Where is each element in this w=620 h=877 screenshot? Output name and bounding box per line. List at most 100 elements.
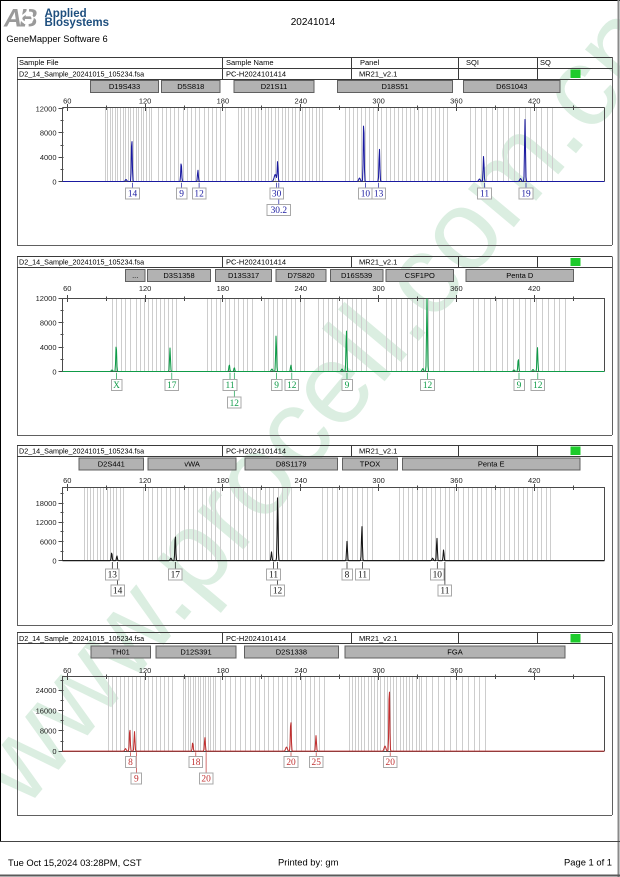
svg-text:vWA: vWA [184,460,200,469]
svg-text:60: 60 [63,476,71,485]
svg-text:12: 12 [230,399,240,409]
svg-text:11: 11 [225,381,234,391]
svg-text:8000: 8000 [40,129,57,138]
svg-text:D2_14_Sample_20241015_105234.f: D2_14_Sample_20241015_105234.fsa [19,69,144,78]
svg-text:420: 420 [528,666,541,675]
svg-text:180: 180 [217,97,230,106]
svg-text:...: ... [132,271,138,280]
svg-text:Panel: Panel [360,58,380,67]
svg-text:4000: 4000 [40,153,57,162]
svg-text:MR21_v2.1: MR21_v2.1 [359,634,397,643]
svg-text:9: 9 [517,381,522,391]
svg-text:D2S441: D2S441 [98,460,125,469]
svg-text:Tue Oct 15,2024 03:28PM, CST: Tue Oct 15,2024 03:28PM, CST [8,857,142,868]
svg-text:12: 12 [287,381,297,391]
svg-text:GeneMapper Software 6: GeneMapper Software 6 [6,34,107,44]
svg-text:12000: 12000 [36,518,57,527]
svg-text:14: 14 [128,190,138,200]
svg-text:PC-H2024101414: PC-H2024101414 [226,446,286,455]
svg-text:240: 240 [295,97,308,106]
svg-text:Penta E: Penta E [478,460,505,469]
svg-text:12: 12 [273,587,283,597]
svg-text:240: 240 [295,666,308,675]
svg-text:11: 11 [269,571,278,581]
svg-text:300: 300 [372,284,385,293]
svg-text:180: 180 [217,666,230,675]
svg-text:PC-H2024101414: PC-H2024101414 [226,258,286,267]
svg-text:B: B [20,5,38,33]
svg-text:PC-H2024101414: PC-H2024101414 [226,69,286,78]
svg-text:D3S1358: D3S1358 [163,271,194,280]
svg-text:12000: 12000 [36,104,57,113]
svg-text:A: A [3,5,22,33]
svg-text:0: 0 [52,177,56,186]
svg-text:D13S317: D13S317 [228,271,259,280]
svg-text:6000: 6000 [40,537,57,546]
svg-text:4000: 4000 [40,343,57,352]
svg-text:X: X [113,381,120,391]
svg-text:10: 10 [433,571,443,581]
svg-text:25: 25 [312,758,322,768]
svg-text:20241014: 20241014 [291,17,336,28]
svg-text:MR21_v2.1: MR21_v2.1 [359,258,397,267]
svg-text:180: 180 [217,284,230,293]
svg-text:D12S391: D12S391 [180,648,211,657]
svg-text:0: 0 [52,557,56,566]
svg-text:14: 14 [113,587,123,597]
svg-text:D2S1338: D2S1338 [276,648,307,657]
svg-text:9: 9 [134,775,139,785]
svg-text:12000: 12000 [36,294,57,303]
svg-text:360: 360 [450,476,463,485]
svg-text:18: 18 [191,758,201,768]
svg-text:D16S539: D16S539 [341,271,372,280]
svg-text:30.2: 30.2 [271,206,288,216]
svg-text:TPOX: TPOX [360,460,380,469]
svg-text:9: 9 [179,190,184,200]
svg-text:8: 8 [128,758,133,768]
svg-text:11: 11 [440,587,449,597]
svg-text:120: 120 [139,284,152,293]
svg-text:Page 1 of 1: Page 1 of 1 [564,857,612,868]
svg-text:Sample File: Sample File [19,58,59,67]
svg-text:13: 13 [374,190,384,200]
svg-text:10: 10 [361,190,371,200]
svg-text:18000: 18000 [36,499,57,508]
svg-text:0: 0 [52,747,56,756]
svg-text:D18S51: D18S51 [381,82,408,91]
svg-text:11: 11 [480,190,489,200]
svg-text:16000: 16000 [36,706,57,715]
svg-text:FGA: FGA [447,648,462,657]
svg-text:Printed by: gm: Printed by: gm [278,857,339,868]
svg-text:360: 360 [450,666,463,675]
svg-text:TH01: TH01 [112,648,130,657]
svg-text:Penta D: Penta D [506,271,534,280]
svg-text:420: 420 [528,97,541,106]
svg-text:D7S820: D7S820 [287,271,314,280]
svg-text:8000: 8000 [40,319,57,328]
svg-text:17: 17 [171,571,181,581]
svg-text:24000: 24000 [36,686,57,695]
svg-text:D6S1043: D6S1043 [496,82,527,91]
svg-text:D2_14_Sample_20241015_105234.f: D2_14_Sample_20241015_105234.fsa [19,634,144,643]
svg-text:D21S11: D21S11 [261,82,288,91]
svg-text:19: 19 [521,190,531,200]
svg-text:8: 8 [345,571,350,581]
svg-text:300: 300 [372,666,385,675]
svg-text:D5S818: D5S818 [177,82,204,91]
svg-text:11: 11 [358,571,367,581]
svg-text:0: 0 [52,367,56,376]
svg-text:D2_14_Sample_20241015_105234.f: D2_14_Sample_20241015_105234.fsa [19,258,144,267]
svg-text:180: 180 [217,476,230,485]
svg-text:240: 240 [295,284,308,293]
svg-text:20: 20 [386,758,396,768]
svg-text:420: 420 [528,476,541,485]
svg-text:D19S433: D19S433 [109,82,140,91]
svg-text:360: 360 [450,284,463,293]
svg-text:9: 9 [274,381,279,391]
svg-text:D2_14_Sample_20241015_105234.f: D2_14_Sample_20241015_105234.fsa [19,446,144,455]
svg-text:9: 9 [345,381,350,391]
svg-text:300: 300 [372,476,385,485]
svg-text:30: 30 [272,190,282,200]
svg-text:CSF1PO: CSF1PO [405,271,435,280]
svg-text:60: 60 [63,284,71,293]
